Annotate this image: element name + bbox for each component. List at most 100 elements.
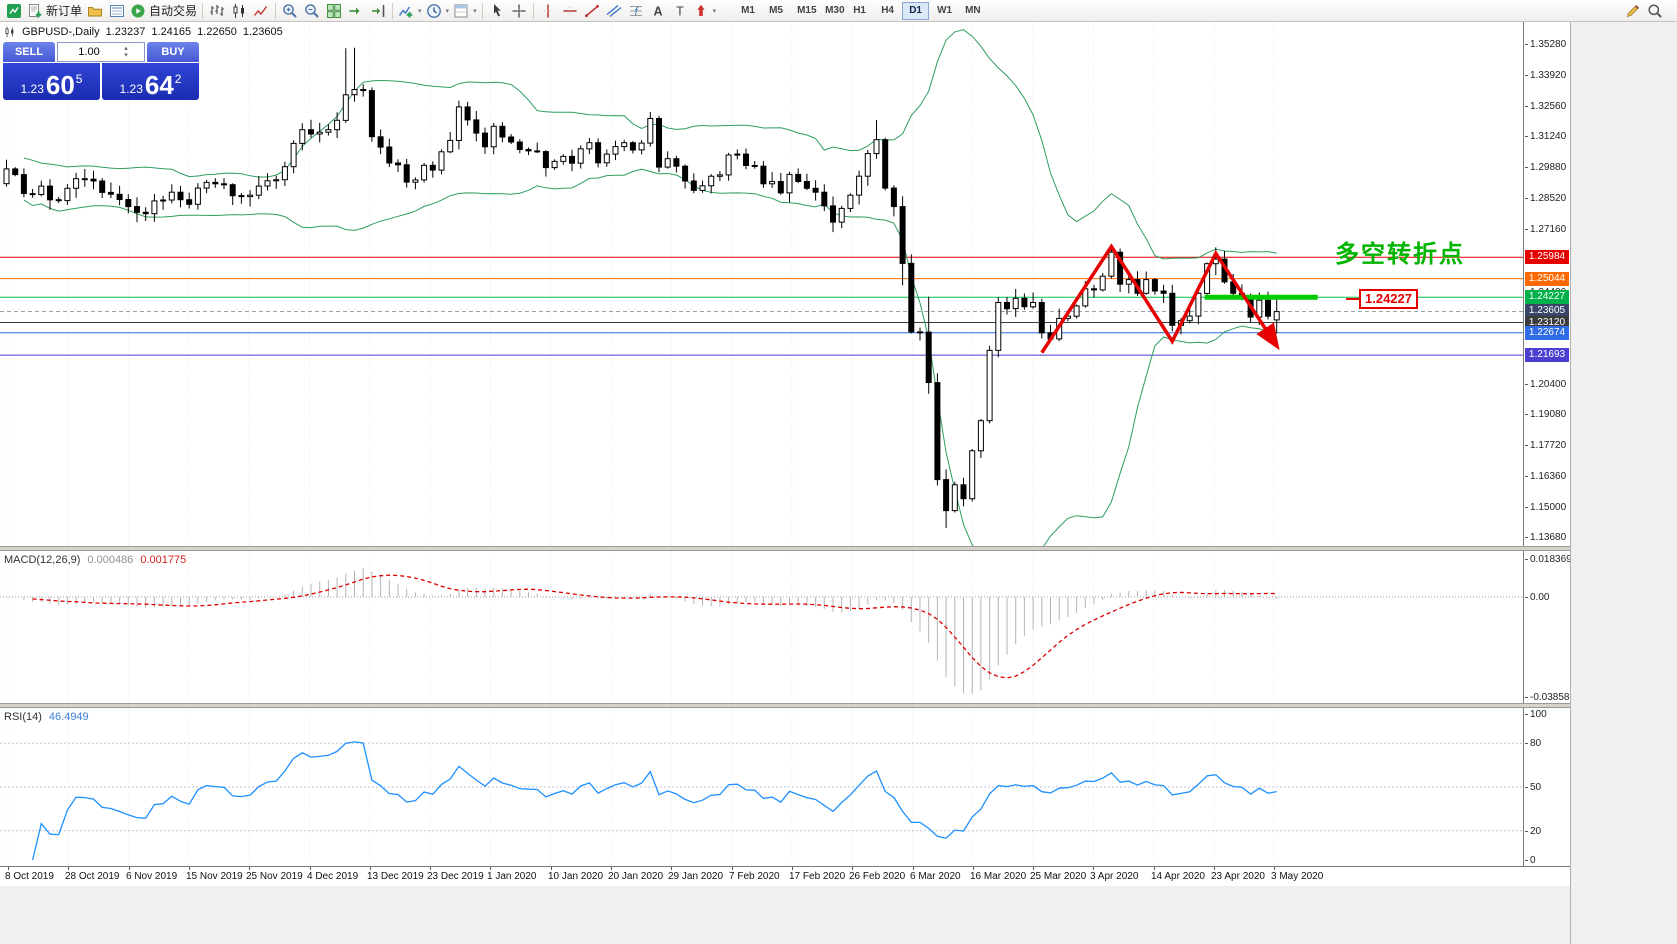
date-tick bbox=[370, 867, 371, 870]
ohlc-low: 1.22650 bbox=[197, 26, 237, 38]
bar-chart-button[interactable] bbox=[206, 1, 228, 21]
new-order-button[interactable]: 新订单 bbox=[25, 1, 84, 21]
date-tick bbox=[249, 867, 250, 870]
date-label: 13 Dec 2019 bbox=[367, 871, 424, 882]
price-tag-callout: 1.24227 bbox=[1346, 289, 1418, 309]
time-axis[interactable]: 8 Oct 2019 28 Oct 2019 6 Nov 2019 15 Nov 20… bbox=[0, 866, 1570, 886]
rsi-scale-tick: 20 bbox=[1524, 826, 1542, 837]
date-tick bbox=[1274, 867, 1275, 870]
rsi-scale-tick: 50 bbox=[1524, 782, 1542, 793]
trendline-button[interactable] bbox=[581, 1, 603, 21]
vertical-line-button[interactable] bbox=[537, 1, 559, 21]
chart-shift-icon bbox=[370, 3, 386, 19]
bid-pip-digit: 5 bbox=[75, 72, 83, 86]
macd-indicator-canvas[interactable] bbox=[0, 551, 1523, 703]
toolbar-separator bbox=[202, 2, 204, 19]
volume-spinner[interactable]: ▴ ▾ bbox=[120, 45, 132, 59]
price-chart-canvas[interactable] bbox=[0, 22, 1523, 546]
date-tick bbox=[852, 867, 853, 870]
price-scale[interactable]: 1.35280 1.33920 1.32560 1.31240 1.29880 1.285… bbox=[1523, 22, 1575, 866]
toolbar-separator bbox=[481, 2, 483, 19]
zigzag-annotation bbox=[1040, 243, 1280, 354]
indicators-button[interactable] bbox=[396, 1, 424, 21]
date-label: 8 Oct 2019 bbox=[5, 871, 54, 882]
date-label: 16 Mar 2020 bbox=[970, 871, 1027, 882]
date-tick bbox=[189, 867, 190, 870]
price-tick: 1.15000 bbox=[1524, 502, 1567, 513]
line-chart-button[interactable] bbox=[250, 1, 272, 21]
text-button[interactable]: A bbox=[647, 1, 669, 21]
profiles-button[interactable] bbox=[84, 1, 106, 21]
channel-button[interactable] bbox=[603, 1, 625, 21]
macd-signal-line bbox=[32, 574, 1277, 679]
sell-button[interactable]: SELL bbox=[3, 42, 55, 62]
timeframe-w1-button[interactable]: W1 bbox=[930, 2, 957, 20]
app-button[interactable] bbox=[3, 1, 25, 21]
pencil-button[interactable] bbox=[1622, 1, 1644, 21]
market-watch-button[interactable] bbox=[106, 1, 128, 21]
label-icon: T bbox=[672, 3, 688, 19]
cursor-button[interactable] bbox=[486, 1, 508, 21]
chart-shift-button[interactable] bbox=[367, 1, 389, 21]
macd-scale-tick: 0.00 bbox=[1524, 592, 1550, 603]
svg-text:T: T bbox=[676, 4, 684, 18]
price-tick: 1.31240 bbox=[1524, 131, 1567, 142]
timeframe-mn-button[interactable]: MN bbox=[958, 2, 985, 20]
search-icon bbox=[1647, 3, 1663, 19]
date-tick bbox=[732, 867, 733, 870]
candlestick-button[interactable] bbox=[228, 1, 250, 21]
volume-input[interactable] bbox=[58, 45, 120, 59]
periods-button[interactable] bbox=[424, 1, 452, 21]
autotrading-button[interactable]: 自动交易 bbox=[128, 1, 199, 21]
price-tick: 1.29880 bbox=[1524, 162, 1567, 173]
panel-splitter[interactable] bbox=[0, 703, 1570, 708]
bid-price-button[interactable]: 1.23 60 5 bbox=[3, 63, 100, 100]
zoom-in-button[interactable] bbox=[279, 1, 301, 21]
rsi-indicator-canvas[interactable] bbox=[0, 708, 1523, 866]
auto-scroll-button[interactable] bbox=[345, 1, 367, 21]
horizontal-line-button[interactable] bbox=[559, 1, 581, 21]
date-tick bbox=[671, 867, 672, 870]
date-tick bbox=[68, 867, 69, 870]
ask-price-button[interactable]: 1.23 64 2 bbox=[102, 63, 199, 100]
timeframe-h1-button[interactable]: H1 bbox=[846, 2, 873, 20]
timeframe-m30-button[interactable]: M30 bbox=[818, 2, 845, 20]
label-button[interactable]: T bbox=[669, 1, 691, 21]
volume-field[interactable]: ▴▾ bbox=[57, 42, 145, 62]
ohlc-open: 1.23237 bbox=[105, 26, 146, 38]
date-label: 20 Jan 2020 bbox=[608, 871, 664, 882]
ohlc-high: 1.24165 bbox=[151, 26, 192, 38]
date-tick bbox=[973, 867, 974, 870]
text-icon: A bbox=[650, 3, 666, 19]
crosshair-button[interactable] bbox=[508, 1, 530, 21]
arrows-button[interactable] bbox=[691, 1, 719, 21]
timeframe-h4-button[interactable]: H4 bbox=[874, 2, 901, 20]
volume-down-icon[interactable]: ▾ bbox=[124, 52, 128, 59]
timeframe-m1-button[interactable]: M1 bbox=[734, 2, 761, 20]
timeframe-d1-button[interactable]: D1 bbox=[902, 1, 930, 20]
search-button[interactable] bbox=[1644, 1, 1666, 21]
buy-button[interactable]: BUY bbox=[147, 42, 199, 62]
fibonacci-button[interactable]: f bbox=[625, 1, 647, 21]
ask-prefix: 1.23 bbox=[119, 82, 143, 96]
date-label: 25 Nov 2019 bbox=[246, 871, 303, 882]
workspace-background bbox=[1570, 22, 1677, 944]
arrows-icon bbox=[693, 3, 709, 19]
panel-splitter[interactable] bbox=[0, 546, 1570, 551]
zoom-out-icon bbox=[304, 3, 320, 19]
channel-icon bbox=[606, 3, 622, 19]
timeframe-m5-button[interactable]: M5 bbox=[762, 2, 789, 20]
date-label: 26 Feb 2020 bbox=[849, 871, 906, 882]
macd-scale-tick: -0.038585 bbox=[1524, 692, 1576, 703]
macd-scale-tick: 0.018369 bbox=[1525, 554, 1572, 565]
volume-up-icon[interactable]: ▴ bbox=[124, 45, 128, 52]
annotation-text: 多空转折点 bbox=[1335, 241, 1465, 268]
date-tick bbox=[310, 867, 311, 870]
tile-windows-button[interactable] bbox=[323, 1, 345, 21]
timeframe-m15-button[interactable]: M15 bbox=[790, 2, 817, 20]
zoom-out-button[interactable] bbox=[301, 1, 323, 21]
templates-button[interactable] bbox=[451, 1, 479, 21]
price-tick: 1.20400 bbox=[1524, 379, 1567, 390]
profiles-icon bbox=[87, 3, 103, 19]
line-chart-icon bbox=[253, 3, 269, 19]
